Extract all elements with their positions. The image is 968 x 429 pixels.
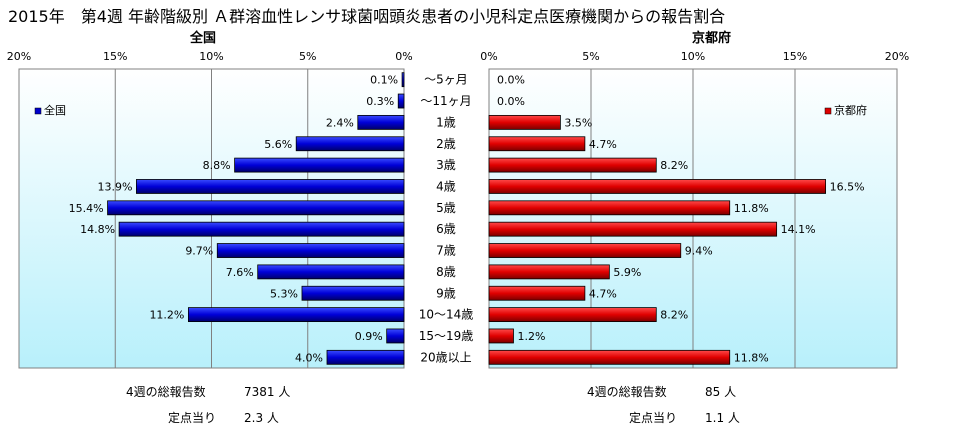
- national-total-reports-value: 7381 人: [244, 385, 291, 399]
- kyoto-chart-title: 京都府: [692, 31, 732, 46]
- national-legend-swatch: [34, 107, 42, 115]
- kyoto-per-site: 定点当り 1.1 人: [629, 409, 740, 426]
- kyoto-bar: [488, 221, 778, 237]
- kyoto-per-site-value: 1.1 人: [705, 411, 740, 425]
- age-category-label: ～11ヶ月: [420, 94, 471, 108]
- age-category-label: 6歳: [436, 222, 456, 236]
- national-bar: [107, 200, 405, 216]
- kyoto-bar: [488, 328, 514, 344]
- national-data-label: 13.9%: [97, 180, 132, 193]
- national-bar: [401, 72, 405, 88]
- national-data-label: 5.3%: [270, 287, 298, 300]
- age-category-label: 15～19歳: [419, 329, 474, 343]
- kyoto-data-label: 0.0%: [497, 95, 525, 108]
- national-data-label: 2.4%: [326, 116, 354, 129]
- national-tick-label: 5%: [299, 50, 316, 63]
- national-bar: [234, 157, 405, 173]
- kyoto-bar: [488, 157, 657, 173]
- kyoto-data-label: 4.7%: [589, 287, 617, 300]
- kyoto-bar: [488, 349, 731, 365]
- kyoto-data-label: 14.1%: [781, 223, 816, 236]
- kyoto-bar: [488, 307, 657, 323]
- national-total-reports: 4週の総報告数 7381 人: [126, 383, 290, 400]
- kyoto-data-label: 5.9%: [613, 266, 641, 279]
- age-category-label: 9歳: [436, 286, 456, 300]
- age-category-label: 20歳以上: [420, 350, 471, 364]
- national-legend-label: 全国: [44, 103, 66, 117]
- kyoto-tick-label: 10%: [681, 50, 705, 63]
- kyoto-tick-label: 5%: [582, 50, 599, 63]
- national-per-site: 定点当り 2.3 人: [168, 409, 279, 426]
- national-data-label: 0.3%: [366, 95, 394, 108]
- age-category-label: 10～14歳: [419, 308, 474, 322]
- age-category-label: 2歳: [436, 137, 456, 151]
- kyoto-bar: [488, 114, 561, 130]
- national-bar: [357, 114, 405, 130]
- kyoto-bar: [488, 285, 586, 301]
- national-bar: [386, 328, 405, 344]
- national-bar: [216, 243, 405, 258]
- national-data-label: 0.9%: [355, 330, 383, 343]
- national-bar: [187, 307, 405, 323]
- national-data-label: 11.2%: [149, 309, 184, 322]
- kyoto-data-label: 8.2%: [660, 159, 688, 172]
- national-data-label: 15.4%: [69, 202, 104, 215]
- national-per-site-value: 2.3 人: [244, 411, 279, 425]
- kyoto-bar: [488, 243, 682, 258]
- age-category-label: 8歳: [436, 265, 456, 279]
- kyoto-tick-label: 20%: [885, 50, 909, 63]
- kyoto-data-label: 16.5%: [830, 180, 865, 193]
- kyoto-per-site-label: 定点当り: [629, 411, 678, 425]
- national-bar: [118, 221, 405, 237]
- kyoto-bar: [488, 200, 731, 216]
- national-data-label: 7.6%: [226, 266, 254, 279]
- age-category-label: 3歳: [436, 158, 456, 172]
- national-tick-label: 20%: [7, 50, 31, 63]
- kyoto-total-reports-value: 85 人: [705, 385, 737, 399]
- national-data-label: 0.1%: [370, 74, 398, 87]
- kyoto-data-label: 3.5%: [564, 116, 592, 129]
- national-tick-label: 10%: [199, 50, 223, 63]
- kyoto-bar: [488, 136, 586, 152]
- national-tick-label: 15%: [103, 50, 127, 63]
- national-data-label: 8.8%: [203, 159, 231, 172]
- kyoto-total-reports: 4週の総報告数 85 人: [587, 383, 736, 400]
- national-data-label: 4.0%: [295, 351, 323, 364]
- national-bar: [257, 264, 405, 280]
- age-category-label: 4歳: [436, 179, 456, 193]
- age-category-label: 7歳: [436, 244, 456, 258]
- kyoto-legend-swatch: [824, 107, 832, 115]
- national-chart-title: 全国: [190, 31, 217, 46]
- national-per-site-label: 定点当り: [168, 411, 217, 425]
- kyoto-bar: [488, 179, 827, 194]
- page-title: 2015年 第4週 年齢階級別 Ａ群溶血性レンサ球菌咽頭炎患者の小児科定点医療機…: [8, 7, 726, 26]
- national-tick-label: 0%: [395, 50, 412, 63]
- kyoto-data-label: 4.7%: [589, 138, 617, 151]
- kyoto-legend-label: 京都府: [834, 103, 867, 117]
- kyoto-total-reports-label: 4週の総報告数: [587, 385, 667, 399]
- kyoto-data-label: 11.8%: [734, 351, 769, 364]
- national-data-label: 14.8%: [80, 223, 115, 236]
- age-category-label: ～5ヶ月: [424, 73, 468, 87]
- kyoto-data-label: 8.2%: [660, 309, 688, 322]
- kyoto-bar: [488, 264, 610, 280]
- national-total-reports-label: 4週の総報告数: [126, 385, 206, 399]
- national-data-label: 5.6%: [264, 138, 292, 151]
- national-bar: [326, 349, 405, 365]
- kyoto-data-label: 9.4%: [685, 245, 713, 258]
- national-data-label: 9.7%: [185, 245, 213, 258]
- kyoto-tick-label: 0%: [480, 50, 497, 63]
- kyoto-tick-label: 15%: [783, 50, 807, 63]
- national-bar: [397, 93, 405, 109]
- national-bar: [136, 179, 405, 194]
- national-bar: [301, 285, 405, 301]
- age-category-label: 1歳: [436, 115, 456, 129]
- national-bar: [295, 136, 405, 152]
- kyoto-data-label: 1.2%: [517, 330, 545, 343]
- kyoto-data-label: 11.8%: [734, 202, 769, 215]
- kyoto-data-label: 0.0%: [497, 74, 525, 87]
- age-category-label: 5歳: [436, 201, 456, 215]
